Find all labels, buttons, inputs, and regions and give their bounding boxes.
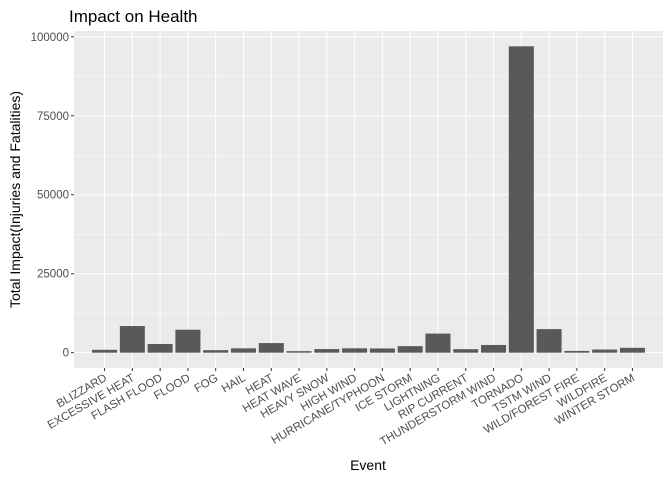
y-tick-label: 25000 bbox=[37, 269, 69, 281]
bar bbox=[203, 350, 229, 353]
bar bbox=[508, 46, 534, 353]
bars bbox=[92, 46, 645, 353]
bar bbox=[175, 329, 201, 353]
x-tick-label: FOG bbox=[193, 372, 221, 395]
bar bbox=[481, 344, 507, 353]
y-tick-label: 50000 bbox=[37, 190, 69, 202]
y-tick-label: 75000 bbox=[37, 111, 69, 123]
bar bbox=[536, 329, 562, 353]
bar bbox=[619, 347, 645, 353]
bar bbox=[397, 346, 423, 353]
y-tick-label: 100000 bbox=[31, 32, 69, 44]
bar bbox=[230, 348, 256, 353]
bar bbox=[119, 326, 145, 353]
bar bbox=[147, 343, 173, 353]
y-axis: 0 25000 50000 75000 100000 bbox=[31, 32, 74, 360]
x-axis-title: Event bbox=[350, 457, 386, 473]
bar bbox=[314, 349, 340, 353]
plot-panel bbox=[74, 31, 663, 368]
x-tick-label: HAIL bbox=[220, 372, 249, 395]
bar bbox=[258, 343, 284, 353]
grid-minor bbox=[74, 76, 663, 314]
y-tick-label: 0 bbox=[63, 348, 69, 360]
y-axis-title: Total Impact(Injuries and Fatalities) bbox=[7, 91, 23, 308]
bar bbox=[453, 349, 479, 353]
chart-title: Impact on Health bbox=[69, 7, 198, 26]
bar bbox=[369, 348, 395, 353]
bar bbox=[342, 348, 368, 353]
bar bbox=[92, 349, 118, 353]
bar bbox=[592, 349, 618, 353]
bar bbox=[425, 333, 451, 353]
bar bbox=[564, 350, 590, 353]
bar bbox=[286, 351, 312, 353]
